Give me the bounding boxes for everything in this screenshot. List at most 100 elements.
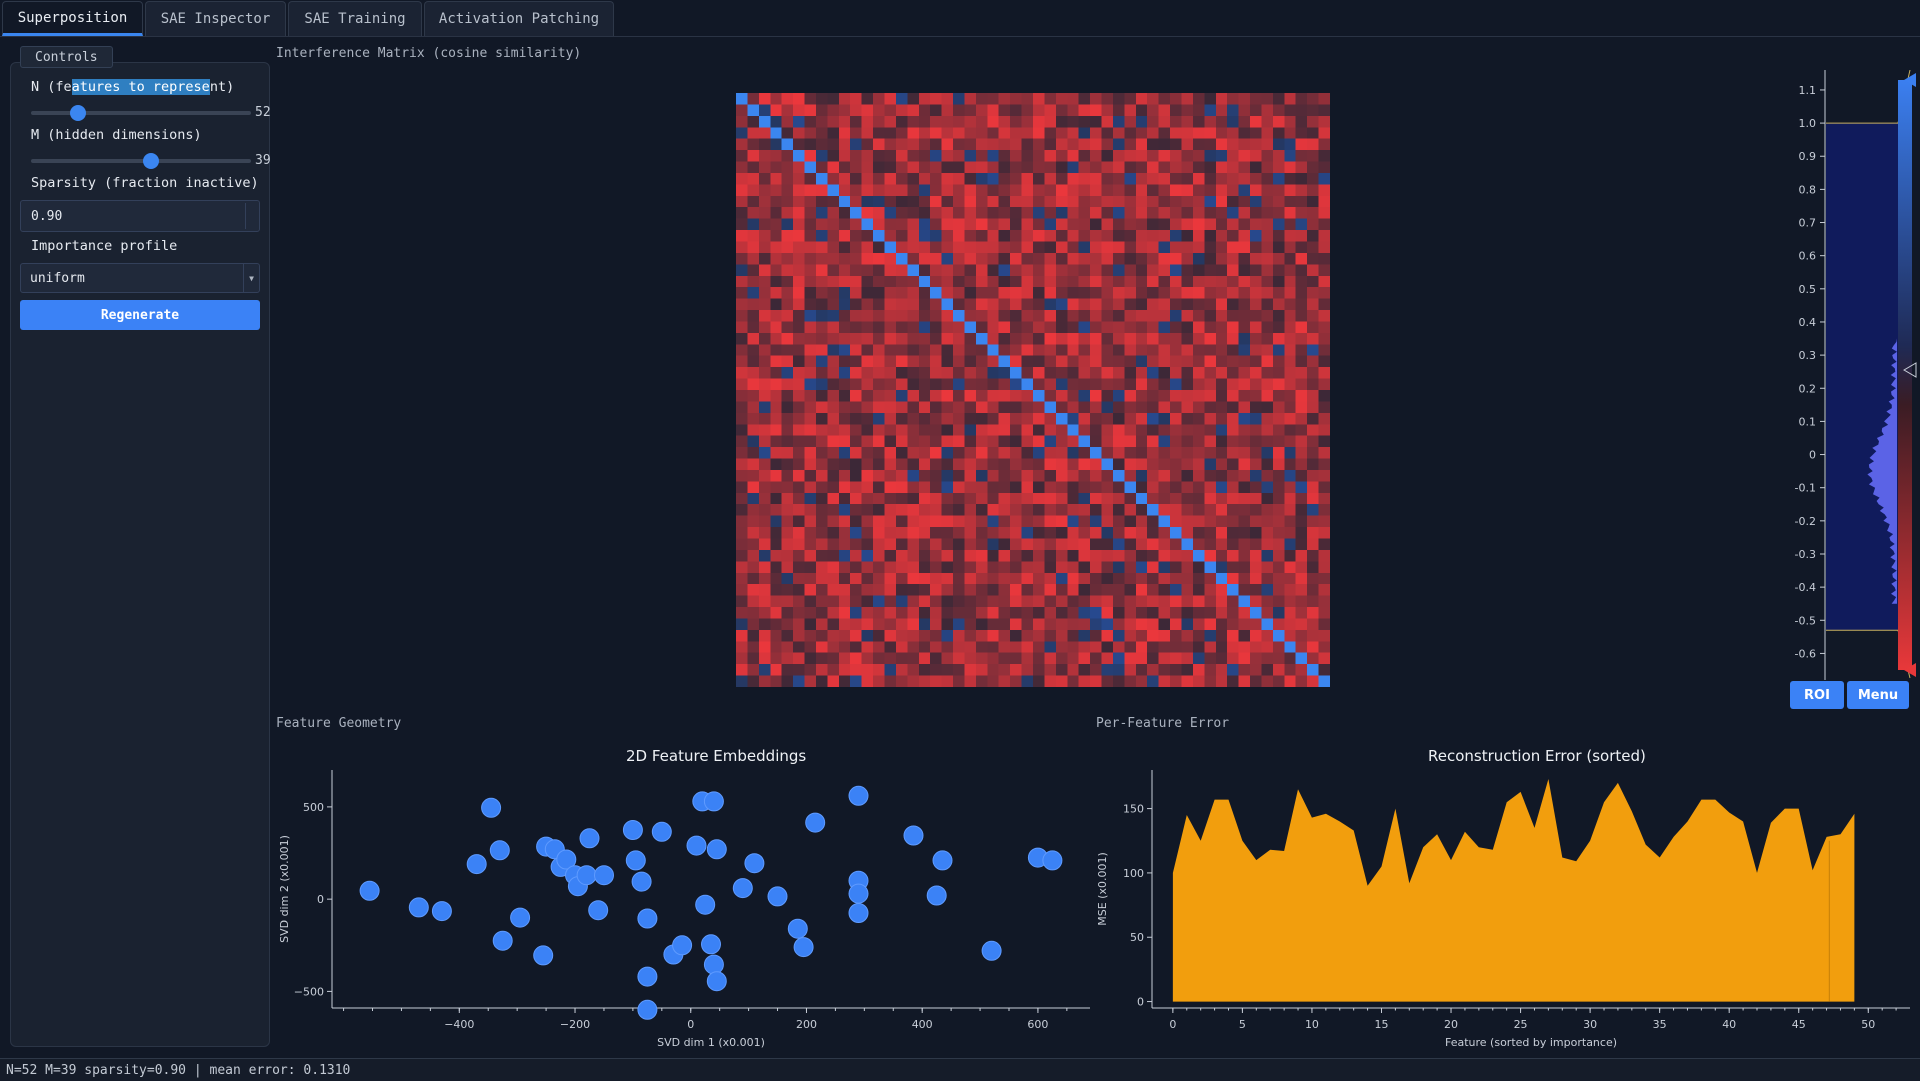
tab-superposition[interactable]: Superposition [2, 1, 143, 36]
heatmap-cell [930, 390, 943, 402]
heatmap-cell [1044, 424, 1057, 437]
heatmap-cell [884, 161, 897, 174]
heatmap-cell [1158, 184, 1171, 197]
heatmap-cell [1318, 538, 1330, 551]
heatmap-cell [1158, 161, 1171, 174]
heatmap-cell [1215, 435, 1228, 448]
heatmap-cell [838, 195, 851, 208]
tab-sae-training[interactable]: SAE Training [288, 1, 422, 36]
heatmap-cell [1318, 344, 1330, 357]
heatmap-cell [964, 504, 977, 517]
heatmap-cell [1112, 230, 1125, 242]
heatmap-cell [1033, 287, 1045, 300]
heatmap-cell [827, 572, 840, 585]
heatmap-cell [1135, 618, 1148, 631]
heatmap-cell [1078, 424, 1091, 437]
importance-dropdown[interactable]: uniform ▼ [20, 263, 260, 293]
heatmap-cell [873, 549, 885, 562]
heatmap-cell [1272, 504, 1285, 517]
heatmap-cell [793, 287, 806, 300]
menu-button[interactable]: Menu [1847, 681, 1909, 709]
heatmap-cell [1158, 230, 1171, 242]
heatmap-cell [1147, 367, 1160, 380]
heatmap-cell [873, 401, 885, 414]
regenerate-button[interactable]: Regenerate [20, 300, 260, 330]
heatmap-cell [736, 469, 748, 482]
heatmap-cell [1124, 641, 1137, 654]
heatmap-cell [1044, 549, 1057, 562]
heatmap-cell [1033, 435, 1045, 448]
heatmap-cell [918, 367, 931, 380]
roi-button[interactable]: ROI [1790, 681, 1844, 709]
tab-activation-patching[interactable]: Activation Patching [424, 1, 614, 36]
heatmap-cell [1272, 469, 1285, 482]
heatmap-cell [987, 127, 1000, 140]
color-lut-histogram[interactable]: 1.11.00.90.80.70.60.50.40.30.20.10-0.1-0… [1770, 70, 1920, 680]
heatmap-cell [1112, 355, 1125, 368]
heatmap-cell [964, 629, 977, 642]
heatmap-cell [1090, 344, 1103, 357]
heatmap-cell [1250, 447, 1262, 460]
heatmap-cell [736, 230, 748, 242]
spin-arrows[interactable] [245, 203, 257, 229]
heatmap-cell [1204, 218, 1217, 231]
heatmap-cell [987, 161, 1000, 174]
heatmap-cell [850, 515, 863, 528]
heatmap-cell [838, 481, 851, 494]
interference-heatmap[interactable] [736, 93, 1330, 687]
heatmap-cell [1124, 127, 1137, 140]
heatmap-cell [964, 230, 977, 242]
heatmap-cell [736, 275, 748, 288]
m-hidden-slider[interactable] [31, 153, 251, 169]
heatmap-cell [1112, 458, 1125, 471]
sparsity-spinbox[interactable]: 0.90 [20, 200, 260, 232]
heatmap-cell [1238, 424, 1251, 437]
heatmap-cell [1250, 195, 1262, 208]
heatmap-cell [998, 561, 1011, 574]
heatmap-cell [770, 492, 783, 505]
heatmap-cell [781, 172, 794, 185]
heatmap-cell [804, 104, 817, 117]
heatmap-cell [1101, 344, 1114, 357]
heatmap-cell [793, 378, 806, 391]
heatmap-cell [770, 230, 783, 242]
heatmap-cell [1078, 218, 1091, 231]
heatmap-cell [1318, 527, 1330, 539]
heatmap-cell [1272, 252, 1285, 265]
heatmap-cell [827, 481, 840, 494]
heatmap-cell [975, 504, 988, 517]
heatmap-cell [1158, 607, 1171, 619]
heatmap-cell [975, 161, 988, 174]
heatmap-cell [1261, 275, 1274, 288]
heatmap-cell [804, 355, 817, 368]
n-features-slider[interactable] [31, 105, 251, 121]
heatmap-cell [1112, 298, 1125, 311]
heatmap-cell [1272, 607, 1285, 619]
heatmap-cell [1295, 675, 1308, 687]
heatmap-cell [804, 652, 817, 665]
chevron-down-icon[interactable]: ▼ [243, 264, 259, 292]
heatmap-cell [1170, 104, 1182, 117]
heatmap-cell [895, 367, 908, 380]
lut-tick-label: 1.1 [1799, 84, 1817, 97]
heatmap-cell [793, 321, 806, 334]
x-tick-label: 30 [1583, 1018, 1597, 1031]
heatmap-cell [815, 207, 828, 220]
heatmap-cell [1295, 252, 1308, 265]
heatmap-cell [895, 104, 908, 117]
tab-sae-inspector[interactable]: SAE Inspector [145, 1, 286, 36]
heatmap-cell [1272, 401, 1285, 414]
heatmap-cell [975, 469, 988, 482]
heatmap-cell [838, 367, 851, 380]
heatmap-cell [1170, 241, 1182, 254]
heatmap-cell [941, 138, 954, 151]
slider-handle[interactable] [69, 105, 86, 121]
heatmap-cell [804, 595, 817, 608]
heatmap-cell [1112, 332, 1125, 345]
heatmap-cell [793, 664, 806, 677]
slider-handle[interactable] [143, 153, 160, 169]
heatmap-cell [1090, 447, 1103, 460]
heatmap-cell [781, 241, 794, 254]
